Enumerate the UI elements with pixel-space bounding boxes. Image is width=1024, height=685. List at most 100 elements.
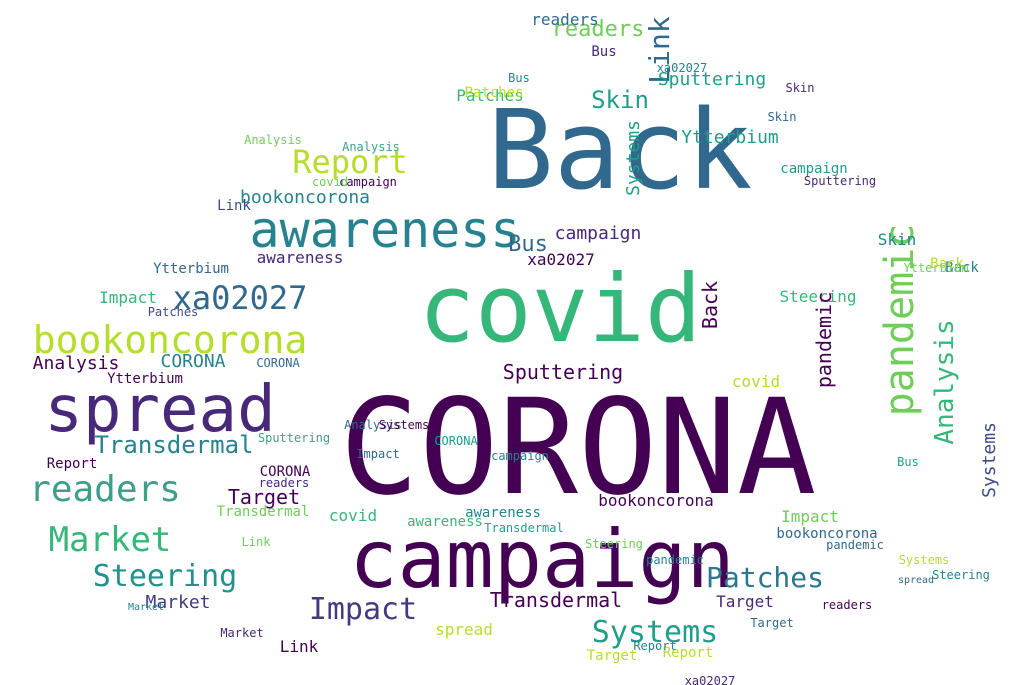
cloud-word: Skin bbox=[877, 230, 917, 249]
cloud-word: Systems bbox=[898, 553, 950, 567]
cloud-word: Back bbox=[698, 280, 722, 330]
cloud-word: Skin bbox=[785, 81, 815, 95]
cloud-word: Analysis bbox=[342, 140, 400, 154]
cloud-word: Systems bbox=[378, 418, 430, 432]
cloud-word: Link bbox=[217, 198, 251, 214]
cloud-word: awareness bbox=[249, 201, 521, 259]
cloud-word: spread bbox=[44, 373, 276, 447]
cloud-word: covid bbox=[328, 506, 378, 525]
cloud-word: Target bbox=[227, 485, 301, 509]
cloud-word: readers bbox=[29, 469, 181, 510]
cloud-word: Transdermal bbox=[489, 588, 623, 612]
cloud-word: pandemic bbox=[646, 553, 704, 567]
cloud-word: Patches bbox=[464, 85, 524, 101]
cloud-word: awareness bbox=[465, 505, 541, 521]
cloud-word: Bus bbox=[897, 455, 919, 469]
cloud-word: Systems bbox=[623, 120, 644, 196]
cloud-word: spread bbox=[435, 620, 493, 639]
cloud-word: pandemic bbox=[826, 538, 884, 552]
cloud-word: Back bbox=[945, 260, 979, 276]
cloud-word: xa02027 bbox=[172, 279, 308, 317]
cloud-word: Report bbox=[662, 645, 714, 661]
cloud-word: campaign bbox=[491, 449, 549, 463]
cloud-word: Report bbox=[46, 456, 98, 472]
cloud-word: Sputtering bbox=[502, 360, 624, 384]
cloud-word: Link bbox=[279, 637, 319, 656]
cloud-word: readers bbox=[551, 17, 645, 42]
cloud-word: Back bbox=[930, 256, 964, 272]
cloud-word: bookoncorona bbox=[776, 526, 878, 542]
cloud-word: readers bbox=[258, 476, 310, 490]
cloud-word: Link bbox=[241, 535, 271, 549]
cloud-word: Ytterbium bbox=[903, 261, 969, 275]
cloud-word: Impact bbox=[99, 288, 157, 307]
cloud-word: Transdermal bbox=[216, 504, 310, 520]
cloud-word: covid bbox=[418, 255, 702, 364]
cloud-word: Systems bbox=[591, 615, 719, 650]
cloud-word: readers bbox=[821, 598, 873, 612]
cloud-word: pandemic bbox=[812, 291, 836, 389]
cloud-word: Impact bbox=[781, 507, 839, 526]
cloud-word: campaign bbox=[780, 161, 848, 177]
cloud-word: xa02027 bbox=[684, 674, 736, 685]
cloud-word: Target bbox=[586, 648, 638, 664]
cloud-word: Sputtering bbox=[657, 69, 767, 90]
cloud-word: bookoncorona bbox=[598, 491, 714, 510]
cloud-word: Target bbox=[750, 616, 794, 630]
cloud-word: Transdermal bbox=[484, 521, 564, 535]
cloud-word: campaign bbox=[349, 513, 735, 606]
cloud-word: covid bbox=[731, 372, 781, 391]
cloud-word: awareness bbox=[407, 514, 483, 530]
cloud-word: Report bbox=[292, 143, 408, 181]
cloud-word: Patches bbox=[705, 561, 825, 594]
cloud-word: Market bbox=[127, 602, 165, 613]
cloud-word: pandemic bbox=[877, 223, 923, 417]
cloud-word: Steering bbox=[585, 537, 643, 551]
cloud-word: campaign bbox=[339, 175, 397, 189]
cloud-word: Bus bbox=[508, 71, 530, 85]
cloud-word: awareness bbox=[256, 248, 344, 267]
cloud-word: Patches bbox=[456, 86, 524, 105]
cloud-word: Sputtering bbox=[257, 431, 331, 445]
cloud-word: Market bbox=[220, 626, 264, 640]
cloud-word: Steering bbox=[932, 568, 990, 582]
cloud-word: covid bbox=[311, 175, 349, 189]
cloud-word: bookoncorona bbox=[239, 187, 371, 208]
cloud-word: Ytterbium bbox=[153, 261, 229, 277]
cloud-word: Sputtering bbox=[803, 174, 877, 188]
cloud-word: Ytterbium bbox=[681, 127, 779, 148]
cloud-word: CORONA bbox=[339, 371, 817, 525]
cloud-word: Impact bbox=[356, 447, 400, 461]
cloud-word: Target bbox=[716, 592, 774, 611]
cloud-word: bookoncorona bbox=[32, 318, 308, 362]
cloud-word: readers bbox=[531, 10, 599, 29]
cloud-word: Analysis bbox=[32, 353, 120, 374]
cloud-word: xa02027 bbox=[527, 250, 595, 269]
cloud-word: Patches bbox=[147, 305, 199, 319]
cloud-word: Bus bbox=[591, 44, 617, 60]
cloud-word: xa02027 bbox=[656, 61, 708, 75]
cloud-word: Market bbox=[145, 592, 211, 613]
cloud-word: Impact bbox=[308, 592, 418, 627]
cloud-word: Skin bbox=[767, 110, 797, 124]
cloud-word: CORONA bbox=[160, 351, 226, 372]
cloud-word: Market bbox=[48, 520, 172, 560]
cloud-word: campaign bbox=[554, 223, 642, 244]
cloud-word: Steering bbox=[779, 287, 857, 306]
cloud-word: Transdermal bbox=[94, 431, 254, 459]
cloud-word: Report bbox=[633, 639, 677, 653]
cloud-word: Bus bbox=[508, 232, 548, 257]
cloud-word: CORONA bbox=[259, 464, 311, 480]
cloud-word: Analysis bbox=[344, 418, 402, 432]
cloud-word: CORONA bbox=[256, 356, 300, 370]
cloud-word: Skin bbox=[591, 86, 649, 114]
cloud-word: Analysis bbox=[930, 319, 960, 445]
cloud-word: spread bbox=[897, 575, 935, 586]
cloud-word: Back bbox=[487, 86, 753, 214]
cloud-word: Steering bbox=[92, 559, 238, 594]
cloud-word: Ytterbium bbox=[107, 371, 183, 387]
cloud-word: Systems bbox=[979, 422, 1000, 498]
cloud-word: Analysis bbox=[244, 133, 302, 147]
cloud-word: CORONA bbox=[434, 434, 478, 448]
